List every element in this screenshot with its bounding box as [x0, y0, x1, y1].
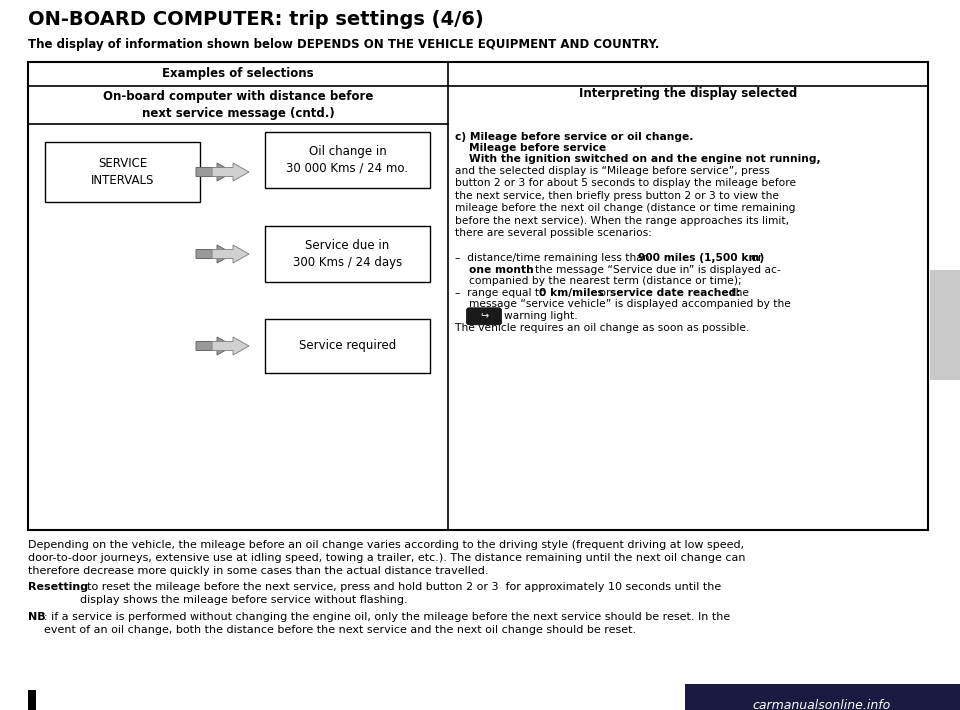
Text: : the message “Service due in” is displayed ac-: : the message “Service due in” is displa… — [528, 265, 780, 275]
Text: Interpreting the display selected: Interpreting the display selected — [579, 87, 797, 99]
Text: On-board computer with distance before
next service message (cntd.): On-board computer with distance before n… — [103, 90, 373, 120]
Text: NB: NB — [28, 612, 46, 622]
Text: warning light.: warning light. — [504, 311, 578, 322]
Bar — [28, 690, 36, 710]
Polygon shape — [196, 163, 233, 181]
Text: : if a service is performed without changing the engine oil, only the mileage be: : if a service is performed without chan… — [44, 612, 731, 635]
Text: –  distance/time remaining less than: – distance/time remaining less than — [455, 253, 653, 263]
Text: Service required: Service required — [299, 339, 396, 352]
Bar — [930, 270, 960, 380]
Text: 1.67: 1.67 — [932, 697, 960, 710]
Text: Oil change in
30 000 Kms / 24 mo.: Oil change in 30 000 Kms / 24 mo. — [286, 146, 409, 175]
Text: Examples of selections: Examples of selections — [162, 67, 314, 80]
Polygon shape — [212, 337, 249, 355]
Text: Depending on the vehicle, the mileage before an oil change varies according to t: Depending on the vehicle, the mileage be… — [28, 540, 746, 576]
Text: Mileage before service: Mileage before service — [469, 143, 606, 153]
Text: –  range equal to: – range equal to — [455, 288, 549, 298]
Text: The vehicle requires an oil change as soon as possible.: The vehicle requires an oil change as so… — [455, 322, 750, 332]
Text: 900 miles (1,500 km): 900 miles (1,500 km) — [638, 253, 764, 263]
Bar — [28, 62, 928, 530]
Text: or: or — [596, 288, 613, 298]
Text: Resetting: Resetting — [28, 582, 88, 592]
Text: ON-BOARD COMPUTER: trip settings (4/6): ON-BOARD COMPUTER: trip settings (4/6) — [28, 10, 484, 29]
Text: The display of information shown below DEPENDS ON THE VEHICLE EQUIPMENT AND COUN: The display of information shown below D… — [28, 38, 660, 51]
Bar — [265, 132, 430, 188]
Polygon shape — [212, 163, 249, 181]
Text: 0 km/miles: 0 km/miles — [539, 288, 604, 298]
Bar — [265, 319, 430, 373]
Text: carmanualsonline.info: carmanualsonline.info — [753, 699, 891, 710]
Text: or: or — [748, 253, 762, 263]
Text: the: the — [728, 288, 749, 298]
Text: SERVICE
INTERVALS: SERVICE INTERVALS — [91, 157, 155, 187]
Text: : to reset the mileage before the next service, press and hold button 2 or 3  fo: : to reset the mileage before the next s… — [80, 582, 721, 605]
Text: message “service vehicle” is displayed accompanied by the: message “service vehicle” is displayed a… — [469, 299, 791, 309]
Polygon shape — [196, 337, 233, 355]
Text: ↪: ↪ — [480, 311, 488, 322]
Polygon shape — [212, 245, 249, 263]
Bar — [45, 142, 200, 202]
Text: companied by the nearest term (distance or time);: companied by the nearest term (distance … — [469, 275, 742, 285]
Text: and the selected display is “Mileage before service”, press
button 2 or 3 for ab: and the selected display is “Mileage bef… — [455, 165, 796, 239]
Text: Service due in
300 Kms / 24 days: Service due in 300 Kms / 24 days — [293, 239, 402, 269]
Text: c) Mileage before service or oil change.: c) Mileage before service or oil change. — [455, 132, 693, 142]
Text: one month: one month — [469, 265, 534, 275]
Text: service date reached:: service date reached: — [610, 288, 740, 298]
Bar — [685, 684, 960, 710]
Text: With the ignition switched on and the engine not running,: With the ignition switched on and the en… — [469, 154, 821, 165]
Polygon shape — [196, 245, 233, 263]
FancyBboxPatch shape — [467, 308, 501, 324]
Bar — [265, 226, 430, 282]
